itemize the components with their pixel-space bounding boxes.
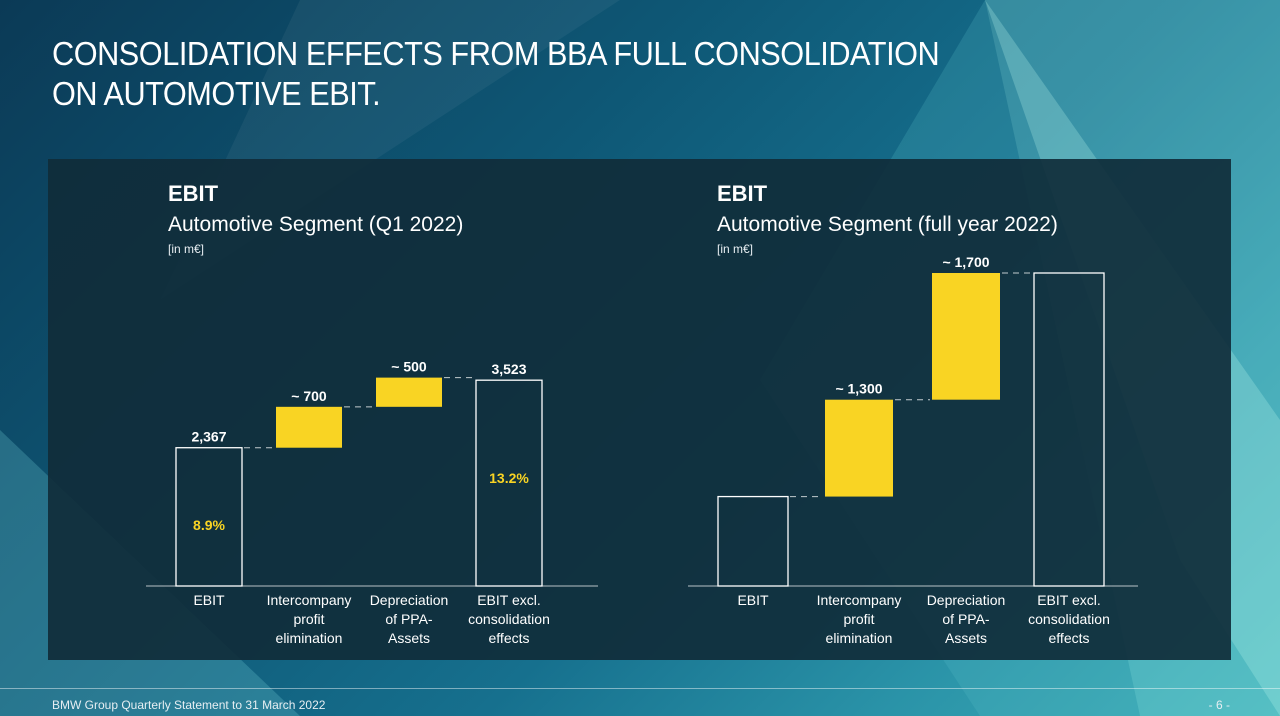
footer-source: BMW Group Quarterly Statement to 31 Marc… xyxy=(52,698,326,712)
category-label: profit xyxy=(843,611,874,627)
category-label: effects xyxy=(489,630,530,646)
bar-value-label: 2,367 xyxy=(191,429,226,445)
chart-unit-label: [in m€] xyxy=(168,242,204,256)
category-label: consolidation xyxy=(1028,611,1110,627)
delta-bar xyxy=(276,406,342,448)
delta-bar xyxy=(825,399,893,497)
category-label: Assets xyxy=(945,630,987,646)
category-label: EBIT xyxy=(193,592,225,608)
category-label: Intercompany xyxy=(267,592,352,608)
category-label: EBIT excl. xyxy=(477,592,541,608)
chart-subtitle: Automotive Segment (Q1 2022) xyxy=(168,213,463,236)
category-label: consolidation xyxy=(468,611,550,627)
title-line-2: ON AUTOMOTIVE EBIT. xyxy=(52,75,381,112)
category-label: of PPA- xyxy=(385,611,433,627)
delta-bar xyxy=(376,377,442,407)
delta-bar xyxy=(932,273,1000,400)
page-title: CONSOLIDATION EFFECTS FROM BBA FULL CONS… xyxy=(52,34,940,114)
total-bar xyxy=(475,379,543,587)
category-label: elimination xyxy=(826,630,893,646)
waterfall-charts: EBIT Automotive Segment (Q1 2022) [in m€] 2… xyxy=(146,181,1138,646)
category-label: Intercompany xyxy=(817,592,902,608)
bar-value-label: ~ 500 xyxy=(391,359,427,375)
chart-unit-label: [in m€] xyxy=(717,242,753,256)
category-label: effects xyxy=(1049,630,1090,646)
category-label: profit xyxy=(293,611,324,627)
chart-title: EBIT xyxy=(168,181,219,206)
category-label: Depreciation xyxy=(927,592,1006,608)
total-bar xyxy=(717,495,789,587)
margin-label: 13.2% xyxy=(489,470,529,486)
bar-value-label: ~ 1,700 xyxy=(942,254,989,270)
category-label: elimination xyxy=(276,630,343,646)
chart-title: EBIT xyxy=(717,181,768,206)
bar-value-label: 3,523 xyxy=(491,361,526,377)
total-bar xyxy=(175,447,243,587)
chart-panel: EBIT Automotive Segment (Q1 2022) [in m€] 2… xyxy=(48,159,1231,660)
category-label: Depreciation xyxy=(370,592,449,608)
footer-divider xyxy=(0,688,1280,689)
margin-label: 8.9% xyxy=(193,517,225,533)
category-label: of PPA- xyxy=(942,611,990,627)
bar-value-label: ~ 1,300 xyxy=(835,381,882,397)
total-bar xyxy=(1033,272,1105,587)
category-label: Assets xyxy=(388,630,430,646)
category-label: EBIT xyxy=(737,592,769,608)
title-line-1: CONSOLIDATION EFFECTS FROM BBA FULL CONS… xyxy=(52,35,940,72)
bar-value-label: ~ 700 xyxy=(291,388,327,404)
page-number: - 6 - xyxy=(1208,698,1230,712)
category-label: EBIT excl. xyxy=(1037,592,1101,608)
chart-subtitle: Automotive Segment (full year 2022) xyxy=(717,213,1058,236)
